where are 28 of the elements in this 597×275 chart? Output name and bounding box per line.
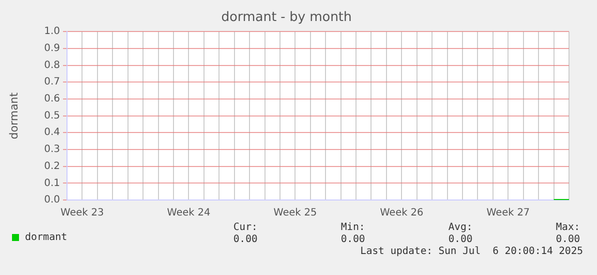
x-tick-label: Week 24 xyxy=(167,208,210,219)
y-tick-label: 0.5 xyxy=(44,110,60,122)
y-tick-label: 0.0 xyxy=(44,194,60,206)
text: Max: xyxy=(554,222,580,233)
text: 0.00 xyxy=(232,234,258,245)
y-tick-label: 0.3 xyxy=(44,144,60,156)
text: 0.00 xyxy=(340,234,365,245)
y-tick-label: 0.2 xyxy=(44,160,60,172)
y-tick-label: 0.6 xyxy=(44,94,60,105)
y-tick-label: 0.4 xyxy=(44,127,60,138)
chart-title: dormant - by month xyxy=(221,10,352,26)
x-tick-label: Week 27 xyxy=(486,208,530,219)
text: Last update: Sun Jul 6 20:00:14 2025 xyxy=(360,246,583,257)
text: 0.00 xyxy=(554,234,580,245)
text: Min: xyxy=(340,222,365,233)
y-tick-label: 0.1 xyxy=(44,178,60,189)
y-axis-title: dormant xyxy=(7,92,20,140)
y-tick-label: 0.9 xyxy=(44,43,60,54)
x-tick-label: Week 23 xyxy=(60,208,104,219)
y-tick-label: 0.7 xyxy=(44,76,60,88)
x-tick-label: Week 26 xyxy=(380,208,424,219)
text: Cur: xyxy=(232,222,258,233)
legend-label: dormant xyxy=(24,232,68,243)
y-tick-label: 0.8 xyxy=(44,60,60,71)
text: Avg: xyxy=(447,222,472,233)
y-tick-label: 1.0 xyxy=(44,26,60,38)
text: 0.00 xyxy=(447,234,472,245)
x-tick-label: Week 25 xyxy=(274,208,317,219)
